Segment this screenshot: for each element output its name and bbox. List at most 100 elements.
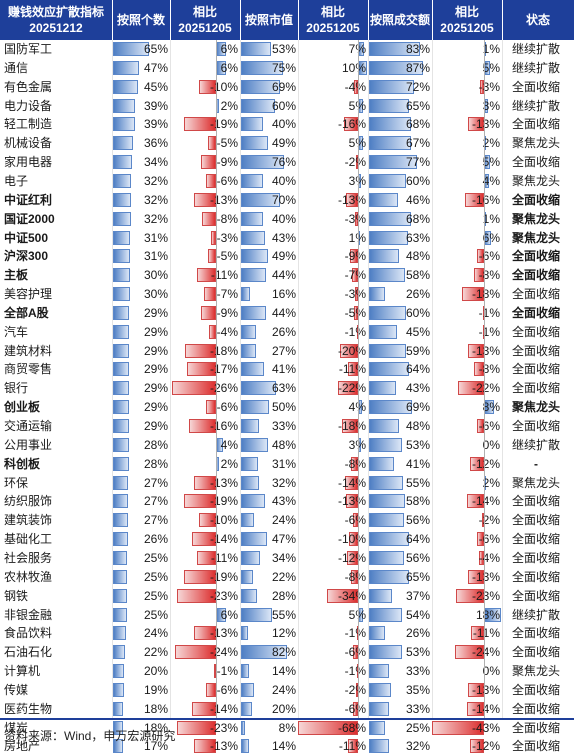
count_chg-value: -17% [209, 362, 238, 377]
mcap_chg-cell: -4% [298, 78, 368, 96]
count-value: 39% [143, 98, 168, 113]
amount-bar [369, 400, 412, 415]
amount-bar [369, 494, 405, 509]
row-status: 继续扩散 [511, 607, 560, 622]
amount_chg-value: -1% [478, 305, 500, 320]
count_chg-cell: -13% [170, 737, 240, 755]
count-value: 29% [143, 343, 168, 358]
count-bar [113, 626, 127, 641]
table-row: 中证红利 32% -13% 70% -13% 46% -16% 全面收缩 [0, 191, 574, 209]
amount-value: 65% [405, 98, 430, 113]
mcap-value: 24% [271, 682, 296, 697]
column-separator [502, 40, 503, 718]
row-name: 通信 [4, 60, 29, 75]
amount-bar [369, 437, 402, 452]
amount-bar [369, 268, 405, 283]
mcap-cell: 49% [240, 247, 298, 265]
count_chg-value: 2% [220, 98, 238, 113]
count-cell: 32% [112, 191, 170, 209]
count-value: 65% [143, 42, 168, 56]
amount_chg-neg-bar [462, 287, 484, 302]
row-status: 全面收缩 [511, 249, 560, 264]
amount_chg-neg-bar [480, 79, 484, 94]
amount-cell: 64% [368, 530, 432, 548]
count_chg-value: -10% [209, 79, 238, 94]
row-name: 纺织服饰 [4, 494, 53, 509]
amount_chg-value: 5% [482, 155, 500, 170]
amount-value: 37% [405, 588, 430, 603]
amount-bar [369, 117, 412, 132]
count-cell: 31% [112, 247, 170, 265]
count-bar [113, 475, 129, 490]
mcap_chg-neg-bar [340, 343, 358, 358]
amount-value: 60% [405, 173, 430, 188]
count_chg-value: -23% [209, 588, 238, 603]
amount-cell: 53% [368, 436, 432, 454]
amount_chg-value: 1% [482, 42, 500, 56]
column-separator [240, 40, 241, 718]
mcap_chg-value: 7% [349, 40, 366, 58]
amount-bar [369, 419, 399, 433]
mcap-bar [241, 701, 253, 716]
amount-cell: 68% [368, 210, 432, 228]
row-status: 全面收缩 [511, 79, 560, 94]
mcap_chg-value: -6% [344, 645, 366, 660]
amount-value: 69% [405, 400, 430, 415]
column-separator [368, 40, 369, 718]
mcap_chg-value: 5% [349, 134, 366, 152]
row-status: 全面收缩 [511, 626, 560, 641]
count-bar [113, 98, 135, 113]
count_chg-neg-bar [205, 682, 216, 697]
row-name: 交通运输 [4, 419, 53, 433]
mcap_chg-value: -8% [344, 569, 366, 584]
amount_chg-value: -22% [471, 381, 500, 396]
mcap-bar [241, 79, 280, 94]
row-status: 继续扩散 [511, 437, 560, 452]
table-row: 农林牧渔 25% -19% 22% -8% 65% -13% 全面收缩 [0, 568, 574, 586]
amount-value: 60% [405, 305, 430, 320]
count_chg-neg-bar [176, 720, 216, 735]
amount-bar [369, 362, 409, 377]
mcap_chg-value: 4% [349, 398, 366, 416]
mcap-cell: 16% [240, 285, 298, 303]
mcap-cell: 40% [240, 115, 298, 133]
table-row: 建筑材料 29% -18% 27% -20% 59% -13% 全面收缩 [0, 342, 574, 360]
amount-value: 58% [405, 268, 430, 283]
amount_chg-value: 5% [482, 60, 500, 75]
amount_chg-value: 3% [482, 98, 500, 113]
mcap_chg-neg-bar [351, 268, 358, 283]
mcap-cell: 22% [240, 568, 298, 586]
row-status: 聚焦龙头 [511, 173, 560, 188]
amount-value: 26% [405, 626, 430, 641]
amount-cell: 56% [368, 549, 432, 567]
table-row: 科创板 28% 2% 31% -8% 41% -12% - [0, 455, 574, 473]
mcap_chg-neg-bar [355, 211, 358, 226]
row-status: 全面收缩 [511, 550, 560, 565]
count-value: 25% [143, 569, 168, 584]
table-row: 全部A股 29% -9% 44% -5% 60% -1% 全面收缩 [0, 304, 574, 322]
count-bar [113, 79, 139, 94]
count_chg-cell: -8% [170, 210, 240, 228]
mcap_chg-cell: -2% [298, 153, 368, 171]
mcap_chg-cell: -11% [298, 360, 368, 378]
count-cell: 39% [112, 97, 170, 115]
mcap-value: 14% [271, 739, 296, 754]
amount_chg-cell: -12% [432, 737, 502, 755]
amount_chg-value: -12% [471, 739, 500, 754]
table-row: 银行 29% -26% 63% -22% 43% -22% 全面收缩 [0, 379, 574, 397]
count-bar [113, 607, 127, 622]
row-name: 中证500 [4, 230, 49, 245]
header-separator [502, 0, 503, 40]
count_chg-value: -6% [216, 173, 238, 188]
mcap-value: 75% [271, 60, 296, 75]
mcap_chg-value: -1% [344, 626, 366, 641]
amount-cell: 69% [368, 398, 432, 416]
count-value: 27% [143, 475, 168, 490]
count-bar [113, 513, 129, 528]
row-status: 全面收缩 [511, 532, 560, 547]
mcap_chg-cell: -3% [298, 285, 368, 303]
amount-cell: 83% [368, 40, 432, 58]
amount_chg-neg-bar [481, 513, 484, 528]
count-cell: 22% [112, 643, 170, 661]
amount_chg-value: -8% [478, 268, 500, 283]
